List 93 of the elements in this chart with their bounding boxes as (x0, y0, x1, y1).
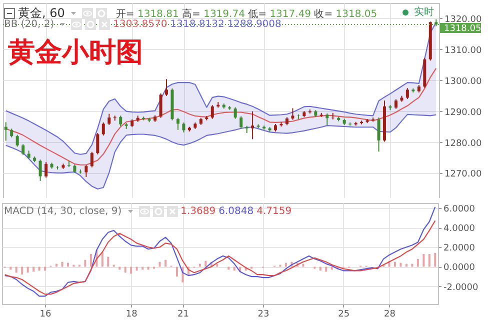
annotation: 6.0848 (218, 206, 254, 217)
bar (44, 266, 46, 271)
bar (319, 266, 322, 271)
bar (38, 266, 40, 271)
candlestick (119, 115, 122, 127)
annotation: 实时 (414, 6, 434, 19)
bar (228, 266, 230, 270)
candlestick (406, 88, 409, 100)
bar (330, 266, 333, 270)
bar (136, 266, 138, 271)
bar (428, 254, 430, 267)
chart-title: 黄金, 60 (18, 5, 65, 20)
annotation: 黄金小时图 (8, 36, 143, 70)
bar (147, 266, 150, 270)
bar (130, 266, 132, 274)
bar (101, 252, 104, 267)
bar (32, 266, 35, 272)
y-tick-label: 1320.00 (444, 14, 482, 25)
candlestick (326, 113, 329, 126)
y-tick-label: 1280.00 (444, 138, 482, 149)
line-series (5, 68, 437, 166)
candlestick (38, 159, 42, 182)
bar (124, 266, 126, 273)
candlestick (394, 98, 398, 110)
chart-title: MACD (14, 30, close, 9) (4, 206, 122, 217)
annotation: 1.3689 (180, 206, 216, 217)
candlestick (182, 122, 186, 133)
candlestick (291, 108, 294, 120)
bar (400, 262, 402, 267)
annotation: 1288.9008 (227, 19, 282, 30)
candlestick (4, 122, 8, 142)
y-tick-label: 0.0000 (444, 263, 476, 274)
bar (118, 266, 121, 270)
candlestick (16, 134, 19, 148)
candlestick (240, 116, 243, 129)
bar (284, 262, 287, 267)
annotation: BB (20, 2) (4, 19, 54, 30)
x-tick-label: 23 (258, 310, 270, 320)
line-series (4, 206, 436, 297)
bar (84, 260, 86, 267)
bar (10, 266, 12, 270)
candlestick (176, 117, 180, 130)
y-tick-label: -2.0000 (444, 282, 479, 293)
y-tick-label: 2.0000 (444, 244, 476, 254)
line-series (4, 220, 436, 295)
bar (394, 262, 396, 267)
y-tick-label: 1290.00 (444, 108, 482, 118)
candlestick (159, 92, 162, 118)
candlestick (377, 117, 380, 152)
candlestick (22, 144, 25, 156)
candlestick (90, 151, 94, 168)
bar (416, 258, 419, 267)
x-tick-label: 16 (40, 310, 52, 320)
annotation: 4.7159 (256, 206, 292, 217)
x-tick-label: 25 (338, 310, 350, 320)
candlestick (96, 132, 100, 155)
bar (176, 266, 178, 277)
bar (26, 266, 29, 273)
annotation: 1303.8570 (113, 19, 168, 30)
candlestick (44, 162, 48, 178)
candlestick (210, 104, 214, 120)
bar (90, 254, 92, 267)
bar (107, 256, 110, 267)
candlestick (84, 164, 88, 178)
candlestick (165, 78, 168, 96)
y-tick-label: 1310.00 (444, 46, 482, 56)
bar (204, 260, 207, 267)
y-tick-label: 1270.00 (444, 170, 482, 180)
candlestick (234, 106, 237, 120)
x-tick-label: 21 (177, 310, 189, 320)
candlestick (108, 113, 111, 126)
bar (15, 266, 18, 273)
x-tick-label: 18 (126, 310, 138, 320)
ref-line-label: 1318.05 (444, 24, 482, 34)
bar (158, 262, 161, 267)
x-tick-label: 28 (384, 310, 396, 320)
annotation: 1318.8132 (170, 19, 224, 30)
y-tick-label: 4.0000 (444, 224, 476, 234)
y-tick-label: 1300.00 (444, 76, 482, 87)
bar (434, 253, 436, 267)
bar (142, 266, 144, 270)
candlestick (102, 122, 105, 136)
bar (422, 254, 425, 267)
bar (164, 260, 166, 267)
bar (66, 262, 69, 267)
bar (61, 262, 64, 267)
bar (21, 266, 24, 275)
y-tick-label: 6.0000 (444, 204, 476, 214)
candlestick (251, 110, 254, 140)
text: 开= 1318.81 高= 1319.74 低= 1317.49 收= 1318.05 (116, 8, 378, 20)
bar (233, 266, 236, 271)
line-series (5, 114, 437, 190)
bar (325, 266, 328, 272)
